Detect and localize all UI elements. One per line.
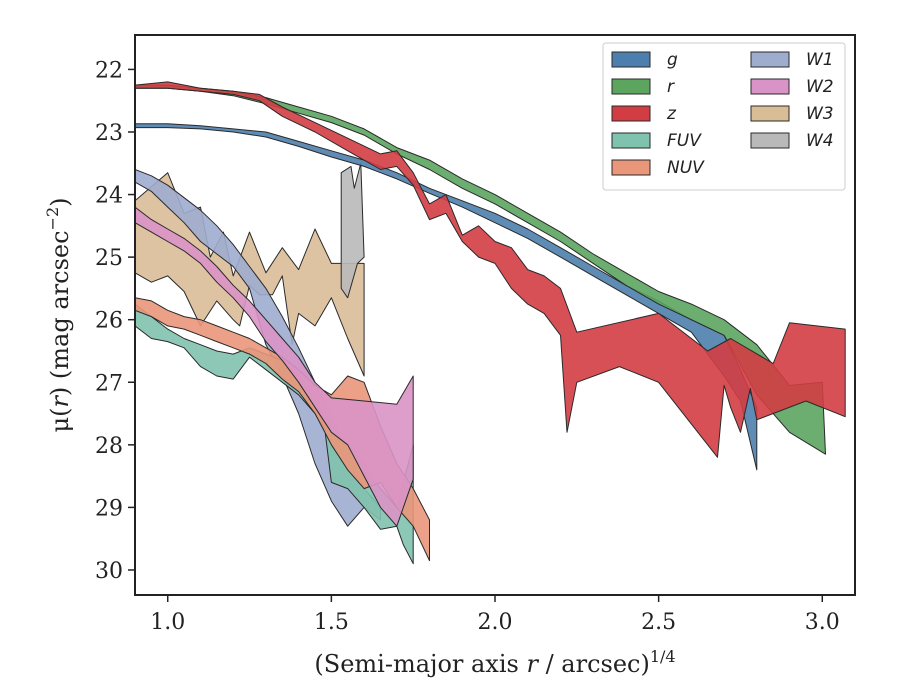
legend-swatch [611, 159, 651, 176]
x-tick-label: 3.0 [805, 610, 840, 635]
axis-ticks: 1.0 1.5 2.0 2.5 3.0 22 23 24 25 26 27 28 29 30 [95, 58, 840, 635]
legend-label: FUV [667, 131, 702, 151]
legend-swatch [611, 105, 651, 122]
x-axis-label: (Semi-major axis r / arcsec)1/4 [314, 647, 675, 678]
band-r [135, 84, 826, 455]
y-tick-label: 23 [95, 121, 123, 146]
legend-swatch [750, 132, 790, 149]
legend: grz FUV NUV W1 W2 W3 W4 [602, 42, 846, 191]
legend-swatch [611, 78, 651, 95]
y-tick-label: 26 [95, 309, 123, 334]
x-tick-label: 2.5 [641, 610, 676, 635]
legend-swatch [611, 132, 651, 149]
legend-label: r [667, 77, 675, 97]
y-tick-label: 22 [95, 58, 123, 83]
y-tick-label: 25 [95, 246, 123, 271]
legend-label: W1 [806, 50, 834, 70]
legend-swatch [750, 51, 790, 68]
legend-label: g [667, 50, 678, 70]
legend-label: W4 [806, 131, 834, 151]
x-tick-label: 1.0 [150, 610, 185, 635]
legend-swatch [611, 51, 651, 68]
x-tick-label: 1.5 [314, 610, 349, 635]
x-tick-label: 2.0 [478, 610, 513, 635]
y-axis-label: μ(r) (mag arcsec−2) [43, 197, 74, 432]
legend-swatch [750, 78, 790, 95]
band-w4 [340, 162, 365, 299]
y-tick-label: 29 [95, 496, 123, 521]
band-fuv [135, 303, 414, 565]
series-layer [135, 81, 846, 565]
legend-label: W3 [806, 104, 834, 124]
y-tick-label: 27 [95, 371, 123, 396]
legend-label: NUV [667, 158, 705, 178]
y-tick-label: 24 [95, 184, 123, 209]
y-tick-label: 28 [95, 434, 123, 459]
legend-label: W2 [806, 77, 834, 97]
legend-swatch [750, 105, 790, 122]
band-z [135, 81, 846, 458]
y-tick-label: 30 [95, 559, 123, 584]
legend-label: z [666, 104, 677, 124]
band-w2 [135, 206, 414, 527]
